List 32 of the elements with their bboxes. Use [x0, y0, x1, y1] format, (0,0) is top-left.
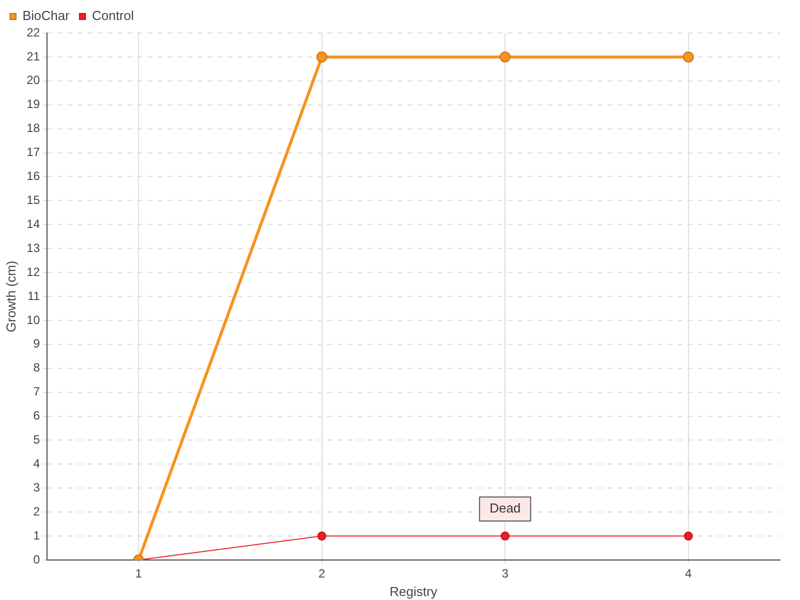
y-tick-label: 18 [26, 121, 40, 136]
y-tick-label: 0 [33, 552, 40, 566]
y-tick-label: 7 [33, 384, 40, 399]
y-tick-label: 6 [33, 408, 40, 423]
legend-label: BioChar [22, 8, 70, 24]
y-axis-title: Growth (cm) [3, 260, 18, 332]
y-tick-label: 14 [26, 216, 40, 231]
y-tick-label: 22 [26, 25, 40, 40]
y-tick-label: 15 [26, 192, 40, 207]
y-tick-label: 4 [33, 456, 40, 470]
y-tick-label: 5 [33, 432, 40, 447]
y-tick-label: 12 [26, 264, 40, 279]
y-tick-label: 3 [33, 480, 40, 494]
y-tick-label: 2 [33, 504, 40, 518]
x-tick-label: 2 [318, 566, 326, 581]
y-tick-label: 11 [27, 288, 40, 303]
y-tick-label: 21 [26, 49, 40, 64]
y-tick-label: 9 [33, 336, 40, 351]
x-axis-title: Registry [390, 584, 438, 599]
y-tick-label: 1 [33, 528, 40, 542]
x-tick-label: 4 [685, 566, 692, 581]
y-tick-label: 10 [26, 312, 40, 327]
y-tick-label: 13 [26, 240, 40, 255]
x-tick-label: 3 [502, 566, 509, 581]
x-tick-label: 1 [135, 566, 142, 581]
y-tick-label: 8 [33, 360, 40, 375]
legend-label: Control [92, 8, 134, 24]
y-tick-label: 17 [26, 145, 40, 160]
y-tick-label: 20 [26, 73, 40, 88]
annotation: Dead [490, 500, 521, 516]
y-tick-label: 16 [26, 169, 40, 184]
y-tick-label: 19 [26, 97, 40, 112]
